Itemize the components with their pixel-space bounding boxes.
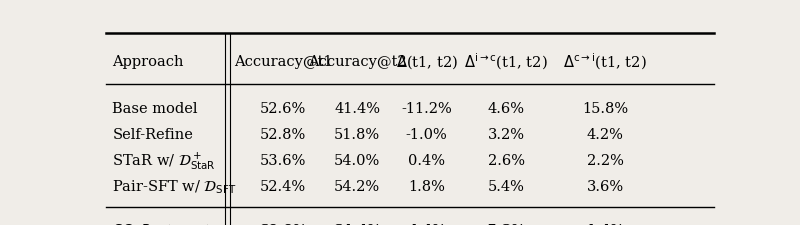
Text: $\Delta^{\rm c\rightarrow i}$(t1, t2): $\Delta^{\rm c\rightarrow i}$(t1, t2) xyxy=(563,52,647,72)
Text: 52.8%: 52.8% xyxy=(260,127,306,141)
Text: $\Delta^{\rm i\rightarrow c}$(t1, t2): $\Delta^{\rm i\rightarrow c}$(t1, t2) xyxy=(464,52,548,72)
Text: -1.0%: -1.0% xyxy=(406,127,448,141)
Text: -11.2%: -11.2% xyxy=(402,101,452,115)
Text: 51.8%: 51.8% xyxy=(334,127,380,141)
Text: 4.2%: 4.2% xyxy=(587,127,624,141)
Text: 1.4%: 1.4% xyxy=(586,223,625,225)
Text: 54.2%: 54.2% xyxy=(334,179,380,193)
Text: 53.6%: 53.6% xyxy=(260,153,306,167)
Text: Base model: Base model xyxy=(112,101,198,115)
Text: 15.8%: 15.8% xyxy=(582,101,628,115)
Text: 4.4%: 4.4% xyxy=(407,223,446,225)
Text: 0.4%: 0.4% xyxy=(408,153,446,167)
Text: 41.4%: 41.4% xyxy=(334,101,380,115)
Text: 2.2%: 2.2% xyxy=(587,153,624,167)
Text: Accuracy@t1: Accuracy@t1 xyxy=(234,55,332,69)
Text: 3.6%: 3.6% xyxy=(586,179,624,193)
Text: Accuracy@t2: Accuracy@t2 xyxy=(308,55,406,69)
Text: STaR w/ $\mathcal{D}^+_{\rm StaR}$: STaR w/ $\mathcal{D}^+_{\rm StaR}$ xyxy=(112,150,216,171)
Text: $\mathit{SCoRe}$ (Ours): $\mathit{SCoRe}$ (Ours) xyxy=(112,221,213,225)
Text: 5.8%: 5.8% xyxy=(486,223,526,225)
Text: 1.8%: 1.8% xyxy=(408,179,445,193)
Text: 4.6%: 4.6% xyxy=(488,101,525,115)
Text: Pair-SFT w/ $\mathcal{D}_{\rm SFT}$: Pair-SFT w/ $\mathcal{D}_{\rm SFT}$ xyxy=(112,178,237,195)
Text: 52.4%: 52.4% xyxy=(260,179,306,193)
Text: Approach: Approach xyxy=(112,55,184,69)
Text: 52.6%: 52.6% xyxy=(260,101,306,115)
Text: 5.4%: 5.4% xyxy=(488,179,525,193)
Text: 3.2%: 3.2% xyxy=(488,127,525,141)
Text: 2.6%: 2.6% xyxy=(488,153,525,167)
Text: $\Delta$(t1, t2): $\Delta$(t1, t2) xyxy=(396,53,458,70)
Text: Self-Refine: Self-Refine xyxy=(112,127,194,141)
Text: 60.0%: 60.0% xyxy=(258,223,307,225)
Text: 54.0%: 54.0% xyxy=(334,153,381,167)
Text: 64.4%: 64.4% xyxy=(333,223,382,225)
